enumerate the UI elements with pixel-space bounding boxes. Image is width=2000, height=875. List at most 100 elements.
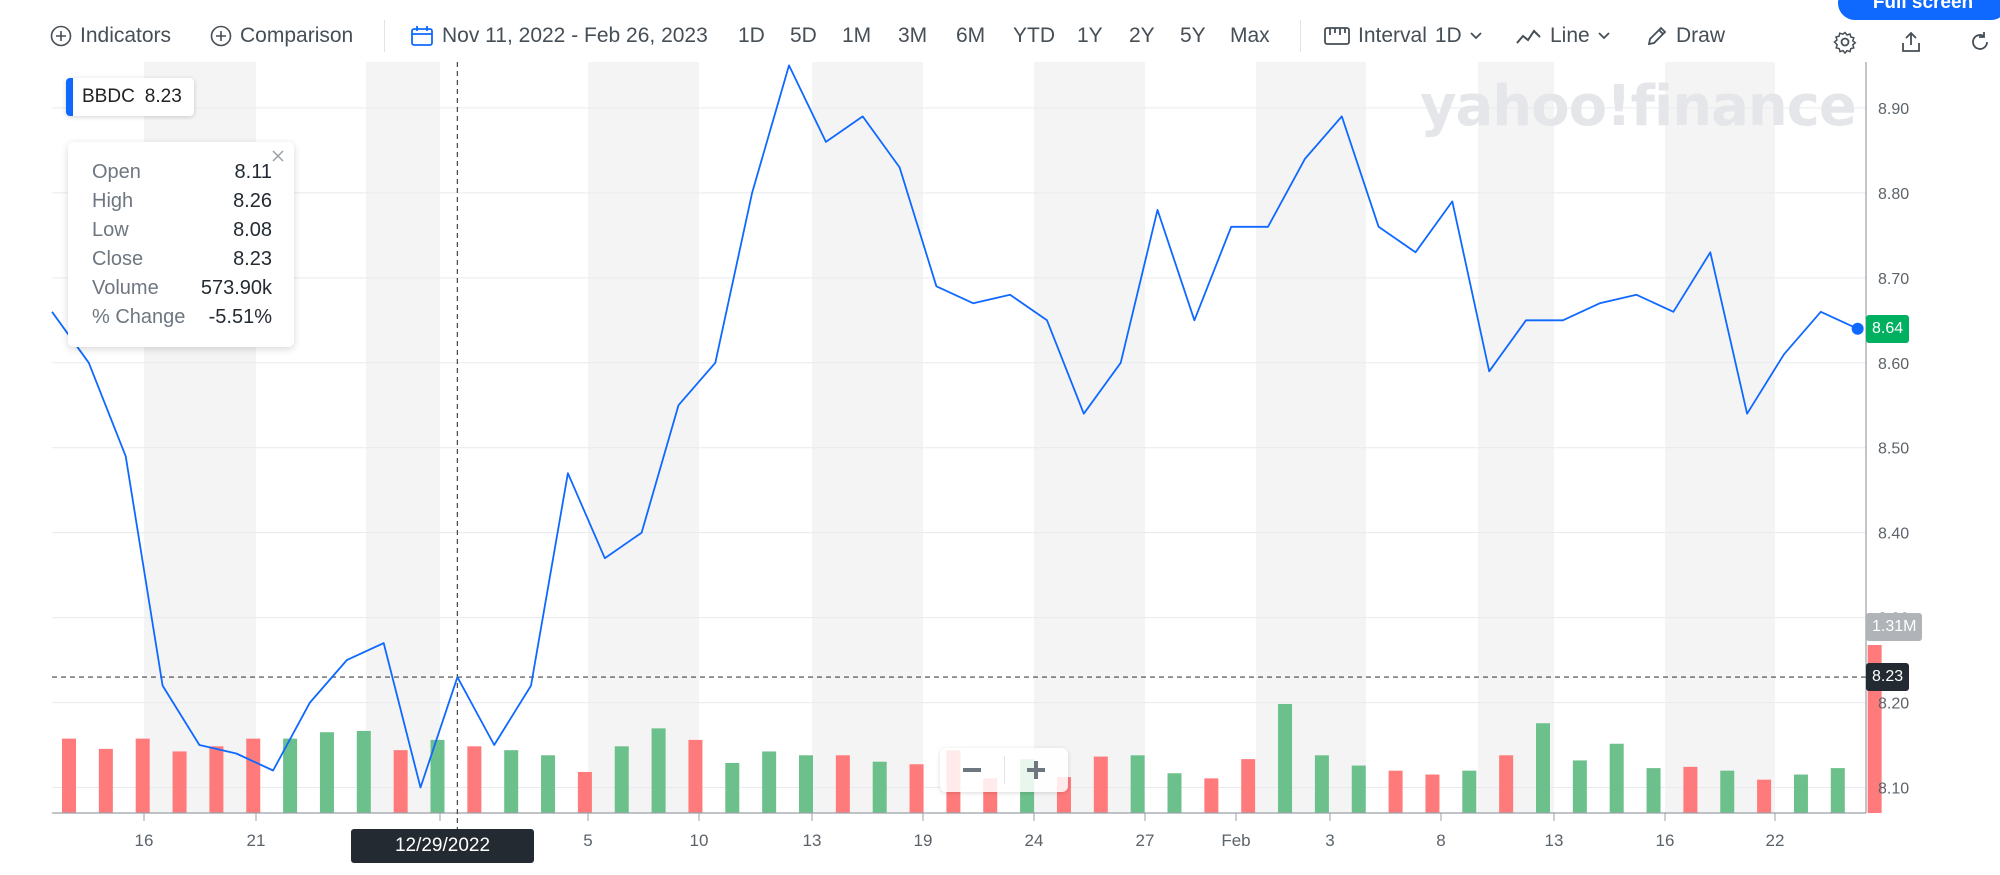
volume-bar [1278,703,1293,813]
tooltip-value: 8.23 [233,248,272,270]
calendar-icon [411,26,433,46]
yahoo-finance-watermark: yahoo!finance [1420,74,1857,139]
volume-bar [1720,770,1735,813]
range-5y-button[interactable]: 5Y [1180,24,1206,47]
range-1y-button[interactable]: 1Y [1077,24,1103,47]
volume-bar [1204,778,1219,813]
ohlc-tooltip: Open 8.11 High 8.26 Low 8.08 Close 8.23 Volu… [68,142,294,347]
chart-type-selector[interactable]: Line [1516,18,1610,54]
chevron-down-icon [1470,32,1482,40]
volume-bar [541,755,556,813]
week-band [588,62,699,813]
zoom-in-button[interactable] [1005,748,1069,792]
y-tick-label: 8.90 [1878,101,1909,118]
volume-bar [614,746,629,813]
y-tick-label: 8.40 [1878,526,1909,543]
interval-selector[interactable]: Interval 1D [1324,18,1482,54]
close-icon[interactable] [268,146,288,166]
y-tick-label: 8.20 [1878,696,1909,713]
share-icon [1902,31,1920,52]
volume-bar [799,755,813,813]
comparison-button[interactable]: Comparison [210,18,353,54]
tooltip-row-close: Close 8.23 [92,245,272,274]
tooltip-row-open: Open 8.11 [92,158,272,187]
volume-bar [651,728,666,813]
volume-bar [1499,755,1514,813]
price-line [51,64,1859,789]
tooltip-row-high: High 8.26 [92,187,272,216]
week-band [1256,62,1366,813]
date-range-picker[interactable]: Nov 11, 2022 - Feb 26, 2023 [410,18,708,54]
volume-bar [1425,774,1440,813]
x-tick-label: 8 [1436,831,1445,850]
range-6m-button[interactable]: 6M [956,24,986,47]
volume-bar [356,730,371,813]
current-price-tag: 8.64 [1866,314,1910,343]
x-tick-label: 5 [583,831,592,850]
plus-circle-icon [210,25,232,47]
volume-bar [172,751,187,813]
tooltip-value: 8.08 [233,219,272,241]
x-tick-label: 21 [247,831,266,850]
volume-max-tag: 1.31M [1866,613,1923,641]
x-tick-label: 27 [1136,831,1155,850]
range-2y-button[interactable]: 2Y [1129,24,1155,47]
settings-button[interactable] [1829,26,1861,58]
tooltip-label: % Change [92,306,186,328]
interval-value: 1D [1434,24,1462,47]
volume-bar [1093,756,1108,813]
tooltip-label: Low [92,219,129,241]
tooltip-label: Volume [92,277,159,299]
range-3m-button[interactable]: 3M [898,24,928,47]
tooltip-row-volume: Volume 573.90k [92,274,272,303]
indicators-button[interactable]: Indicators [50,18,171,54]
volume-bar [1830,768,1845,813]
last-price-point [1851,322,1864,335]
x-tick-label: 24 [1025,831,1044,850]
x-tick-label: 13 [803,831,822,850]
reset-button[interactable] [1964,26,1996,58]
volume-bar [762,751,777,813]
zoom-divider [1003,756,1005,784]
ticker-badge[interactable]: BBDC 8.23 [66,78,194,116]
reset-icon [1972,32,1988,50]
chevron-down-icon [1598,32,1610,40]
range-1d-button[interactable]: 1D [738,24,765,47]
draw-button[interactable]: Draw [1646,18,1725,54]
y-tick-label: 8.50 [1878,441,1909,458]
volume-bar [246,738,261,813]
range-ytd-button[interactable]: YTD [1013,24,1055,47]
volume-bar [872,761,887,813]
volume-bar [1757,779,1772,813]
volume-bar [1167,773,1182,813]
tooltip-value: 573.90k [200,277,272,299]
week-bands [144,62,1775,813]
volume-bar [283,738,298,813]
line-chart-icon [1516,29,1541,44]
range-1m-button[interactable]: 1M [842,24,872,47]
share-button[interactable] [1895,26,1927,58]
volume-bar [504,750,519,813]
fullscreen-button[interactable]: Full screen [1838,0,2000,20]
range-5d-button[interactable]: 5D [790,24,817,47]
volume-bar [1351,765,1366,813]
series-color-bar [66,78,73,116]
volume-bar [835,755,850,813]
x-tick-label: 16 [1656,831,1675,850]
crosshair-date-label: 12/29/2022 [351,829,534,863]
chart-toolbar: Indicators Comparison Nov 11, 2022 - Feb… [0,0,2000,70]
indicators-label: Indicators [80,24,172,47]
ticker-price: 8.23 [144,86,182,107]
volume-bar [1388,770,1403,813]
volume-bar [688,739,703,813]
tooltip-row-low: Low 8.08 [92,216,272,245]
zoom-out-button[interactable] [940,748,1004,792]
range-max-button[interactable]: Max [1230,24,1270,47]
gear-icon [1833,31,1857,54]
plus-circle-icon [50,25,72,47]
volume-bar [98,748,113,813]
volume-bar [135,738,150,813]
volume-bar [1130,755,1145,813]
tooltip-value: -5.51% [208,306,272,328]
